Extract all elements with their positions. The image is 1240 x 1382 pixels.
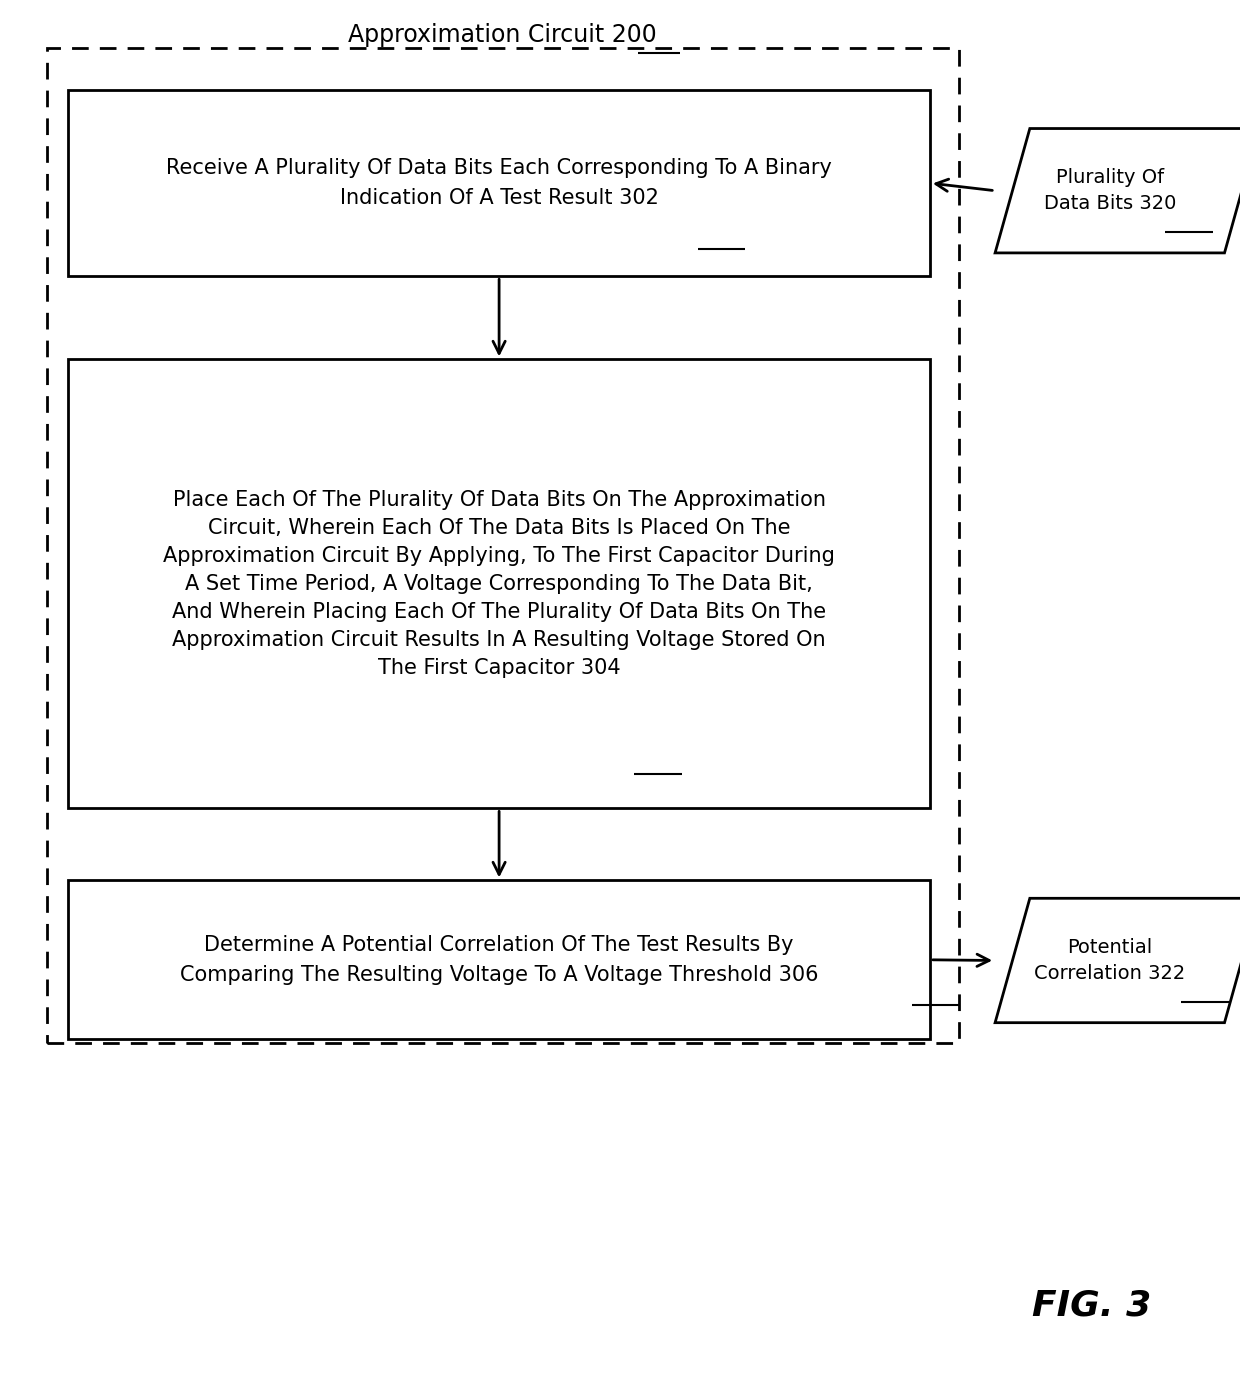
Text: Potential
Correlation 322: Potential Correlation 322 [1034,938,1185,983]
Text: Plurality Of
Data Bits 320: Plurality Of Data Bits 320 [1044,169,1176,213]
Text: Receive A Plurality Of Data Bits Each Corresponding To A Binary
Indication Of A : Receive A Plurality Of Data Bits Each Co… [166,159,832,207]
Bar [68,359,930,808]
Text: Approximation Circuit 200: Approximation Circuit 200 [348,22,656,47]
Bar [68,880,930,1039]
Bar [47,48,959,1043]
Polygon shape [994,898,1240,1023]
Text: FIG. 3: FIG. 3 [1032,1289,1151,1323]
Bar [68,90,930,276]
Text: Place Each Of The Plurality Of Data Bits On The Approximation
Circuit, Wherein E: Place Each Of The Plurality Of Data Bits… [164,489,835,679]
Polygon shape [994,129,1240,253]
Text: Determine A Potential Correlation Of The Test Results By
Comparing The Resulting: Determine A Potential Correlation Of The… [180,936,818,984]
